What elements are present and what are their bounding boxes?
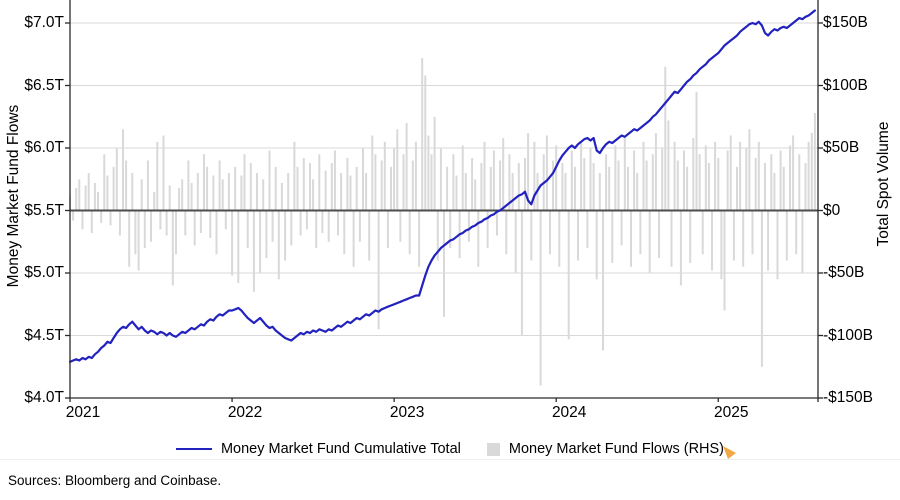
y-axis-right-tick-label: -$100B xyxy=(823,326,873,344)
x-axis-tick-label: 2024 xyxy=(551,404,587,421)
source-note: Sources: Bloomberg and Coinbase. xyxy=(8,473,222,488)
legend: Money Market Fund Cumulative Total Money… xyxy=(0,441,900,457)
cursor-artifact-icon xyxy=(723,446,736,459)
legend-item-cumulative-total: Money Market Fund Cumulative Total xyxy=(175,441,461,457)
x-axis-tick-label: 2021 xyxy=(65,404,101,421)
y-axis-left-tick-label: $4.5T xyxy=(24,326,64,344)
y-axis-left-tick-label: $4.0T xyxy=(24,389,64,406)
cursor-artifact xyxy=(722,446,738,462)
footer-divider xyxy=(0,459,900,460)
legend-line-swatch xyxy=(175,448,212,450)
y-axis-right-title: Total Spot Volume xyxy=(875,121,892,247)
y-axis-left-tick-label: $6.5T xyxy=(24,76,64,94)
y-axis-left-tick-label: $7.0T xyxy=(24,14,64,31)
y-axis-right-tick-label: $150B xyxy=(823,14,868,31)
y-axis-right-tick-label: $50B xyxy=(823,139,860,156)
legend-label-flows: Money Market Fund Flows (RHS) xyxy=(508,441,725,457)
x-axis-tick-label: 2025 xyxy=(714,404,749,421)
y-axis-right-tick-label: -$50B xyxy=(823,264,865,281)
y-axis-right-tick-label: $100B xyxy=(823,76,868,94)
legend-item-flows: Money Market Fund Flows (RHS) xyxy=(486,441,725,457)
y-axis-right-tick-label: $0 xyxy=(823,201,841,219)
y-axis-left-tick-label: $6.0T xyxy=(24,139,64,156)
chart-plot-area xyxy=(65,0,823,402)
y-axis-left-tick-label: $5.5T xyxy=(24,201,64,219)
y-axis-left-title: Money Market Fund Flows xyxy=(5,104,22,288)
x-axis-tick-label: 2022 xyxy=(227,404,263,421)
flow-bars-series xyxy=(69,58,816,386)
grid-lines xyxy=(70,22,818,336)
x-axis-tick-labels: 2021 2022 2023 2024 2025 xyxy=(0,404,900,424)
y-axis-right-tick-label: -$150B xyxy=(823,389,873,406)
y-axis-right-tick-labels: $150B $100B $50B $0 -$50B -$100B -$150B xyxy=(823,0,899,430)
axis-frame xyxy=(65,0,823,402)
y-axis-left-tick-label: $5.0T xyxy=(24,264,64,281)
legend-square-swatch xyxy=(486,442,500,456)
y-axis-left-tick-labels: $7.0T $6.5T $6.0T $5.5T $5.0T $4.5T $4.0T xyxy=(0,0,64,430)
x-axis-tick-label: 2023 xyxy=(389,404,425,421)
cumulative-total-line xyxy=(68,9,817,363)
legend-label-cumulative-total: Money Market Fund Cumulative Total xyxy=(220,441,461,457)
